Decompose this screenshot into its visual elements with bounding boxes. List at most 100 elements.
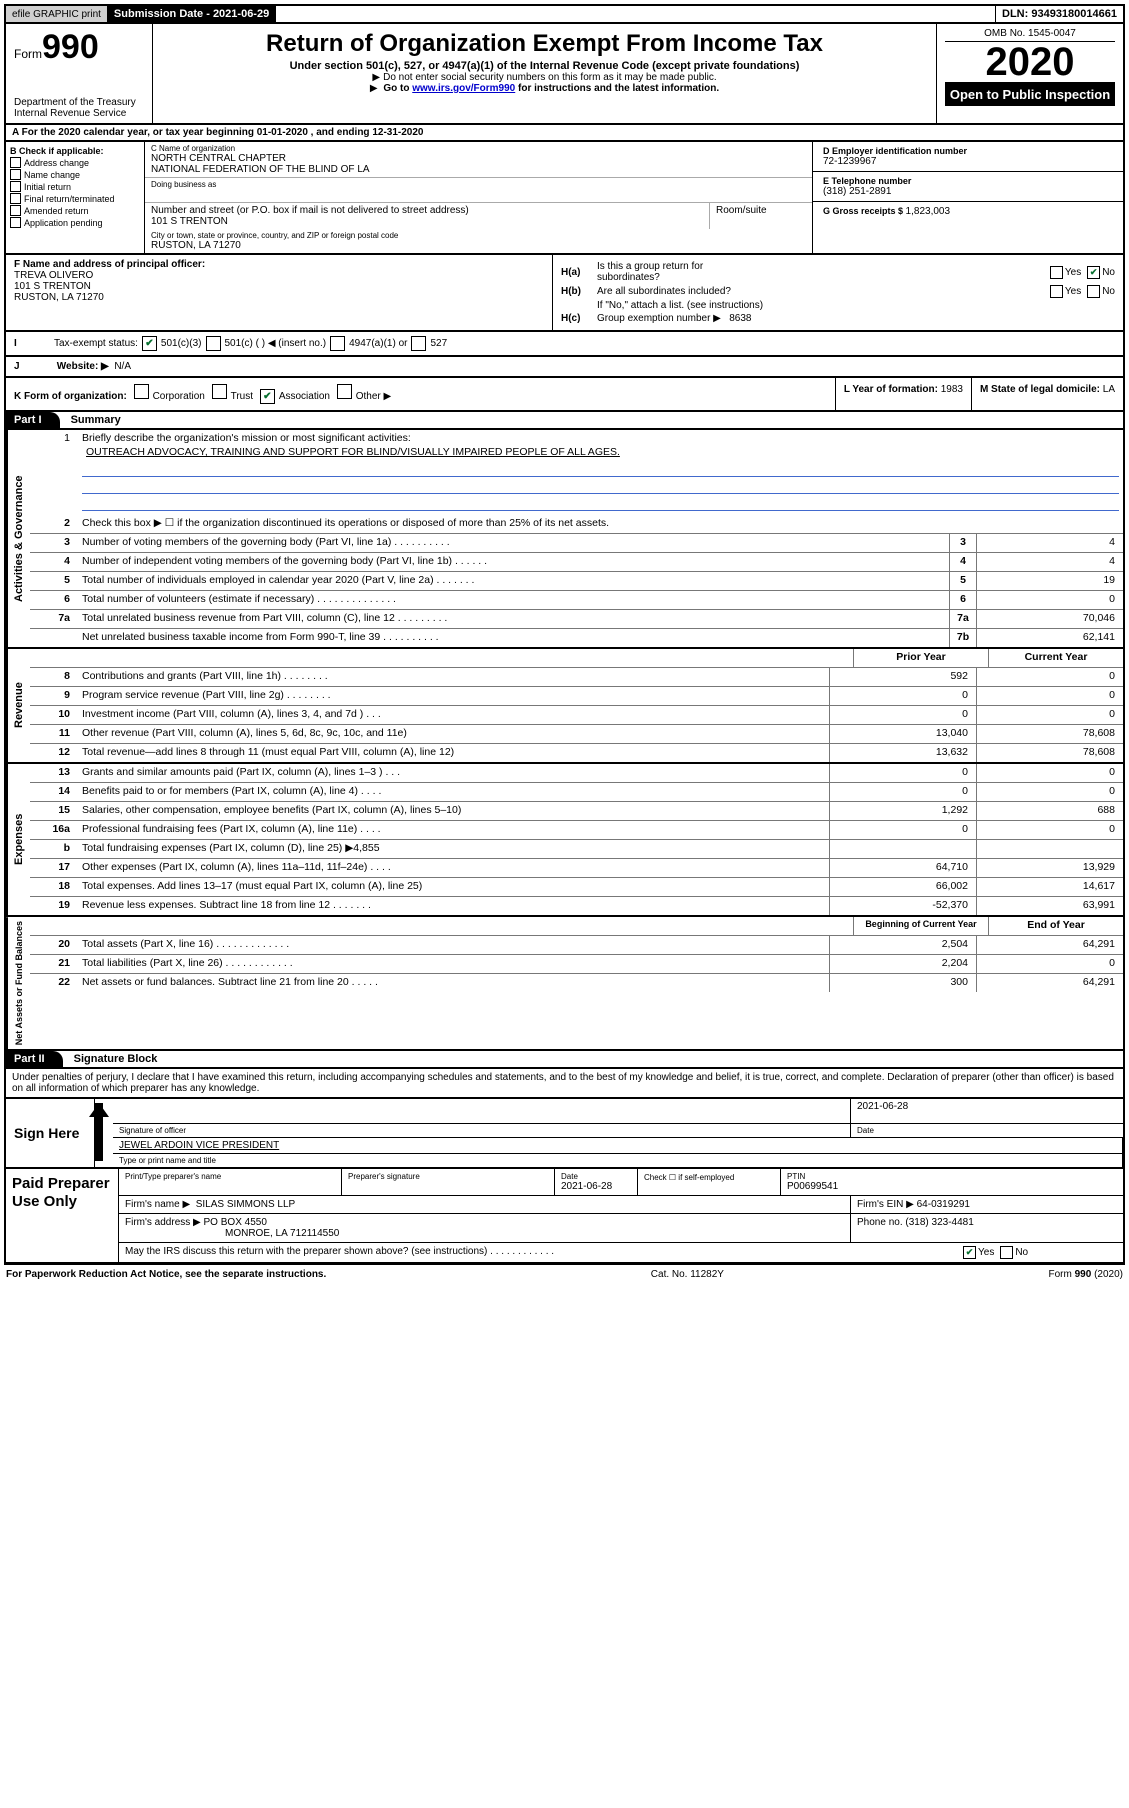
b-label: B Check if applicable: — [10, 146, 104, 156]
sign-here-block: Sign Here 2021-06-28 Signature of office… — [4, 1099, 1125, 1169]
header-right: OMB No. 1545-0047 2020 Open to Public In… — [937, 24, 1123, 123]
gov-line-7a: 7a Total unrelated business revenue from… — [30, 610, 1123, 629]
header-left: Form990 Department of the Treasury Inter… — [6, 24, 153, 123]
part-i-badge: Part I — [6, 412, 60, 428]
officer-name-label: Type or print name and title — [113, 1154, 1123, 1167]
ha-yesno[interactable]: Yes✔No — [1044, 266, 1115, 279]
row-klm: K Form of organization: Corporation Trus… — [4, 378, 1125, 412]
dept-irs: Internal Revenue Service — [14, 108, 144, 119]
chk-501c3[interactable]: ✔ — [142, 336, 157, 351]
irs-link[interactable]: www.irs.gov/Form990 — [412, 83, 515, 94]
chk-address[interactable]: Address change — [10, 157, 140, 168]
line-10: 10 Investment income (Part VIII, column … — [30, 706, 1123, 725]
submission-date: Submission Date - 2021-06-29 — [108, 6, 276, 22]
footer-right: Form 990 (2020) — [1049, 1269, 1124, 1280]
g-gross: G Gross receipts $ 1,823,003 — [813, 202, 1123, 221]
goto-prefix: Go to — [383, 83, 412, 94]
hb-yesno[interactable]: YesNo — [1044, 285, 1115, 298]
tax-year: 2020 — [945, 42, 1115, 83]
line-15: 15 Salaries, other compensation, employe… — [30, 802, 1123, 821]
vtab-revenue: Revenue — [6, 649, 30, 762]
line-19: 19 Revenue less expenses. Subtract line … — [30, 897, 1123, 915]
l-year: L Year of formation: 1983 — [836, 378, 972, 410]
paid-preparer-block: Paid Preparer Use Only Print/Type prepar… — [4, 1169, 1125, 1264]
gov-line-7b: Net unrelated business taxable income fr… — [30, 629, 1123, 647]
line-20: 20 Total assets (Part X, line 16) . . . … — [30, 936, 1123, 955]
chk-trust[interactable] — [212, 384, 227, 399]
gov-line-4: 4 Number of independent voting members o… — [30, 553, 1123, 572]
prep-row-discuss: May the IRS discuss this return with the… — [119, 1243, 1123, 1262]
form-header: Form990 Department of the Treasury Inter… — [4, 24, 1125, 125]
chk-initial[interactable]: Initial return — [10, 181, 140, 192]
part-ii-header: Part II Signature Block — [4, 1051, 1125, 1069]
netassets-block: Net Assets or Fund Balances Beginning of… — [4, 917, 1125, 1051]
row-j-website: J Website: ▶ N/A — [4, 357, 1125, 378]
chk-527[interactable] — [411, 336, 426, 351]
m-state: M State of legal domicile: LA — [972, 378, 1123, 410]
prep-row-addr: Firm's address ▶ PO BOX 4550MONROE, LA 7… — [119, 1214, 1123, 1243]
form-number: Form990 — [14, 28, 144, 67]
line-22: 22 Net assets or fund balances. Subtract… — [30, 974, 1123, 992]
k-form-org: K Form of organization: Corporation Trus… — [6, 378, 836, 410]
line-8: 8 Contributions and grants (Part VIII, l… — [30, 668, 1123, 687]
subtitle-2: Do not enter social security numbers on … — [161, 72, 928, 83]
vtab-netassets: Net Assets or Fund Balances — [6, 917, 30, 1049]
prep-row-1: Print/Type preparer's name Preparer's si… — [119, 1169, 1123, 1196]
sig-date-label: Date — [851, 1124, 1123, 1137]
dept-treasury: Department of the Treasury — [14, 97, 144, 108]
e-phone: E Telephone number(318) 251-2891 — [813, 172, 1123, 202]
line-b: b Total fundraising expenses (Part IX, c… — [30, 840, 1123, 859]
expense-block: Expenses 13 Grants and similar amounts p… — [4, 764, 1125, 917]
line-11: 11 Other revenue (Part VIII, column (A),… — [30, 725, 1123, 744]
page-footer: For Paperwork Reduction Act Notice, see … — [4, 1264, 1125, 1284]
efile-graphic-label[interactable]: efile GRAPHIC print — [6, 6, 108, 22]
col-headers-net: Beginning of Current Year End of Year — [30, 917, 1123, 936]
gov-line-5: 5 Total number of individuals employed i… — [30, 572, 1123, 591]
q1: 1 Briefly describe the organization's mi… — [30, 430, 1123, 515]
spacer — [276, 6, 996, 22]
subtitle-3: Go to www.irs.gov/Form990 for instructio… — [161, 83, 928, 94]
chk-corp[interactable] — [134, 384, 149, 399]
line-18: 18 Total expenses. Add lines 13–17 (must… — [30, 878, 1123, 897]
box-c: C Name of organization NORTH CENTRAL CHA… — [145, 142, 813, 253]
box-d-e-g: D Employer identification number72-12399… — [813, 142, 1123, 253]
part-i-header: Part I Summary — [4, 412, 1125, 430]
chk-pending[interactable]: Application pending — [10, 217, 140, 228]
h-note: If "No," attach a list. (see instruction… — [561, 300, 1115, 311]
line-16a: 16a Professional fundraising fees (Part … — [30, 821, 1123, 840]
header-mid: Return of Organization Exempt From Incom… — [153, 24, 937, 123]
chk-name[interactable]: Name change — [10, 169, 140, 180]
h-c: H(c) Group exemption number ▶ 8638 — [561, 313, 1115, 324]
sign-here-label: Sign Here — [6, 1099, 95, 1167]
chk-4947[interactable] — [330, 336, 345, 351]
dln: DLN: 93493180014661 — [996, 6, 1123, 22]
line-12: 12 Total revenue—add lines 8 through 11 … — [30, 744, 1123, 762]
chk-501c[interactable] — [206, 336, 221, 351]
form-num: 990 — [42, 28, 99, 66]
section-b-to-g: B Check if applicable: Address change Na… — [4, 142, 1125, 255]
c-street-row: Number and street (or P.O. box if mail i… — [145, 203, 812, 229]
sig-date: 2021-06-28 — [851, 1099, 1123, 1123]
row-i-tax-status: I Tax-exempt status: ✔501(c)(3) 501(c) (… — [4, 332, 1125, 357]
chk-other[interactable] — [337, 384, 352, 399]
gov-line-3: 3 Number of voting members of the govern… — [30, 534, 1123, 553]
discuss-yesno[interactable]: ✔YesNo — [951, 1243, 1123, 1262]
open-public: Open to Public Inspection — [945, 83, 1115, 106]
mission-text: OUTREACH ADVOCACY, TRAINING AND SUPPORT … — [86, 446, 620, 458]
officer-sig-field[interactable] — [113, 1099, 851, 1123]
prep-row-firm: Firm's name ▶ SILAS SIMMONS LLP Firm's E… — [119, 1196, 1123, 1214]
line-17: 17 Other expenses (Part IX, column (A), … — [30, 859, 1123, 878]
part-i-title: Summary — [63, 411, 129, 429]
chk-assoc[interactable]: ✔ — [260, 389, 275, 404]
h-b: H(b) Are all subordinates included? YesN… — [561, 285, 1115, 298]
form-prefix: Form — [14, 47, 42, 61]
chk-amended[interactable]: Amended return — [10, 205, 140, 216]
section-f-h: F Name and address of principal officer:… — [4, 255, 1125, 332]
box-f: F Name and address of principal officer:… — [6, 255, 553, 330]
c-city: City or town, state or province, country… — [145, 229, 812, 253]
chk-final[interactable]: Final return/terminated — [10, 193, 140, 204]
signature-intro: Under penalties of perjury, I declare th… — [4, 1069, 1125, 1099]
sign-arrow-icon — [95, 1099, 113, 1167]
line-14: 14 Benefits paid to or for members (Part… — [30, 783, 1123, 802]
footer-left: For Paperwork Reduction Act Notice, see … — [6, 1269, 326, 1280]
